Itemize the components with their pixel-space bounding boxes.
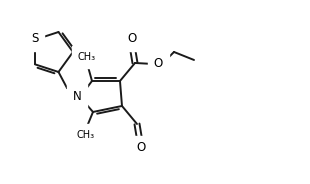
Text: O: O [127,32,137,45]
Text: O: O [154,57,163,70]
Text: O: O [136,141,146,155]
Text: N: N [73,90,81,103]
Text: S: S [31,32,39,45]
Text: CH₃: CH₃ [77,130,95,140]
Text: CH₃: CH₃ [78,52,96,62]
